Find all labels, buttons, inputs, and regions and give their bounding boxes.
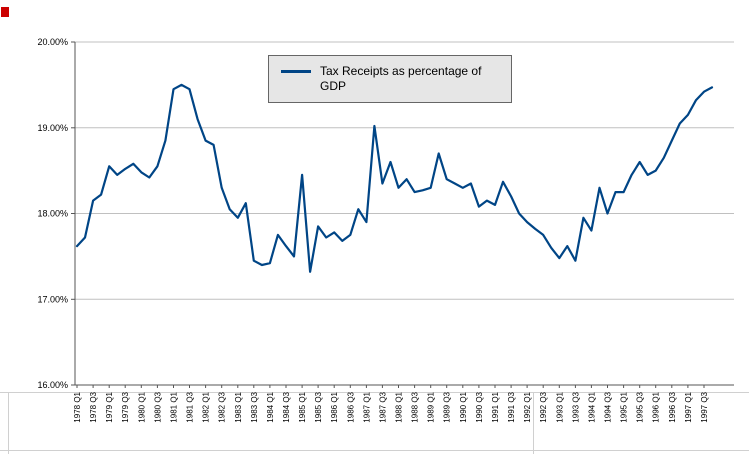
- svg-text:1985 Q3: 1985 Q3: [314, 391, 323, 422]
- svg-text:1978 Q1: 1978 Q1: [73, 391, 82, 422]
- svg-text:1997 Q3: 1997 Q3: [700, 391, 709, 422]
- svg-text:1993 Q3: 1993 Q3: [571, 391, 580, 422]
- svg-text:17.00%: 17.00%: [37, 294, 68, 304]
- svg-text:16.00%: 16.00%: [37, 380, 68, 390]
- y-gridlines: [75, 41, 734, 300]
- svg-text:1987 Q1: 1987 Q1: [362, 391, 371, 422]
- svg-text:1978 Q3: 1978 Q3: [89, 391, 98, 422]
- svg-text:1991 Q1: 1991 Q1: [491, 391, 500, 422]
- y-axis-labels: 16.00% 17.00% 18.00% 19.00% 20.00%: [37, 37, 68, 390]
- svg-text:1986 Q1: 1986 Q1: [330, 391, 339, 422]
- svg-text:1995 Q1: 1995 Q1: [620, 391, 629, 422]
- svg-text:1989 Q1: 1989 Q1: [427, 391, 436, 422]
- svg-text:1983 Q3: 1983 Q3: [250, 391, 259, 422]
- svg-text:1990 Q3: 1990 Q3: [475, 391, 484, 422]
- svg-text:1992 Q3: 1992 Q3: [539, 391, 548, 422]
- svg-text:1981 Q1: 1981 Q1: [170, 391, 179, 422]
- svg-text:1988 Q1: 1988 Q1: [395, 391, 404, 422]
- svg-text:1980 Q3: 1980 Q3: [153, 391, 162, 422]
- svg-text:1987 Q3: 1987 Q3: [378, 391, 387, 422]
- svg-text:1984 Q3: 1984 Q3: [282, 391, 291, 422]
- svg-text:19.00%: 19.00%: [37, 123, 68, 133]
- legend-line-sample: [281, 70, 311, 73]
- svg-text:1993 Q1: 1993 Q1: [555, 391, 564, 422]
- svg-text:1979 Q1: 1979 Q1: [105, 391, 114, 422]
- svg-text:1988 Q3: 1988 Q3: [411, 391, 420, 422]
- tax-receipts-series-line: [75, 83, 714, 273]
- svg-text:1986 Q3: 1986 Q3: [346, 391, 355, 422]
- svg-text:1985 Q1: 1985 Q1: [298, 391, 307, 422]
- svg-text:1980 Q1: 1980 Q1: [137, 391, 146, 422]
- chart-legend: Tax Receipts as percentage of GDP: [268, 55, 512, 103]
- svg-text:1990 Q1: 1990 Q1: [459, 391, 468, 422]
- svg-text:1996 Q3: 1996 Q3: [668, 391, 677, 422]
- svg-text:1994 Q1: 1994 Q1: [587, 391, 596, 422]
- svg-text:1982 Q1: 1982 Q1: [202, 391, 211, 422]
- svg-text:1979 Q3: 1979 Q3: [121, 391, 130, 422]
- svg-text:1981 Q3: 1981 Q3: [186, 391, 195, 422]
- svg-text:1997 Q1: 1997 Q1: [684, 391, 693, 422]
- svg-text:1982 Q3: 1982 Q3: [218, 391, 227, 422]
- svg-text:1996 Q1: 1996 Q1: [652, 391, 661, 422]
- svg-text:1995 Q3: 1995 Q3: [636, 391, 645, 422]
- svg-text:1992 Q1: 1992 Q1: [523, 391, 532, 422]
- spreadsheet-gridlines: [0, 392, 749, 454]
- axes: [71, 41, 734, 388]
- x-axis-labels: 1978 Q1 1978 Q3 1979 Q1 1979 Q3 1980 Q1 1980 …: [73, 391, 709, 422]
- red-cell-marker: [1, 7, 9, 17]
- svg-text:1994 Q3: 1994 Q3: [604, 391, 613, 422]
- svg-text:20.00%: 20.00%: [37, 37, 68, 47]
- svg-text:1983 Q1: 1983 Q1: [234, 391, 243, 422]
- svg-text:1984 Q1: 1984 Q1: [266, 391, 275, 422]
- svg-text:18.00%: 18.00%: [37, 209, 68, 219]
- legend-label: Tax Receipts as percentage of GDP: [320, 64, 482, 93]
- svg-text:1991 Q3: 1991 Q3: [507, 391, 516, 422]
- svg-text:1989 Q3: 1989 Q3: [443, 391, 452, 422]
